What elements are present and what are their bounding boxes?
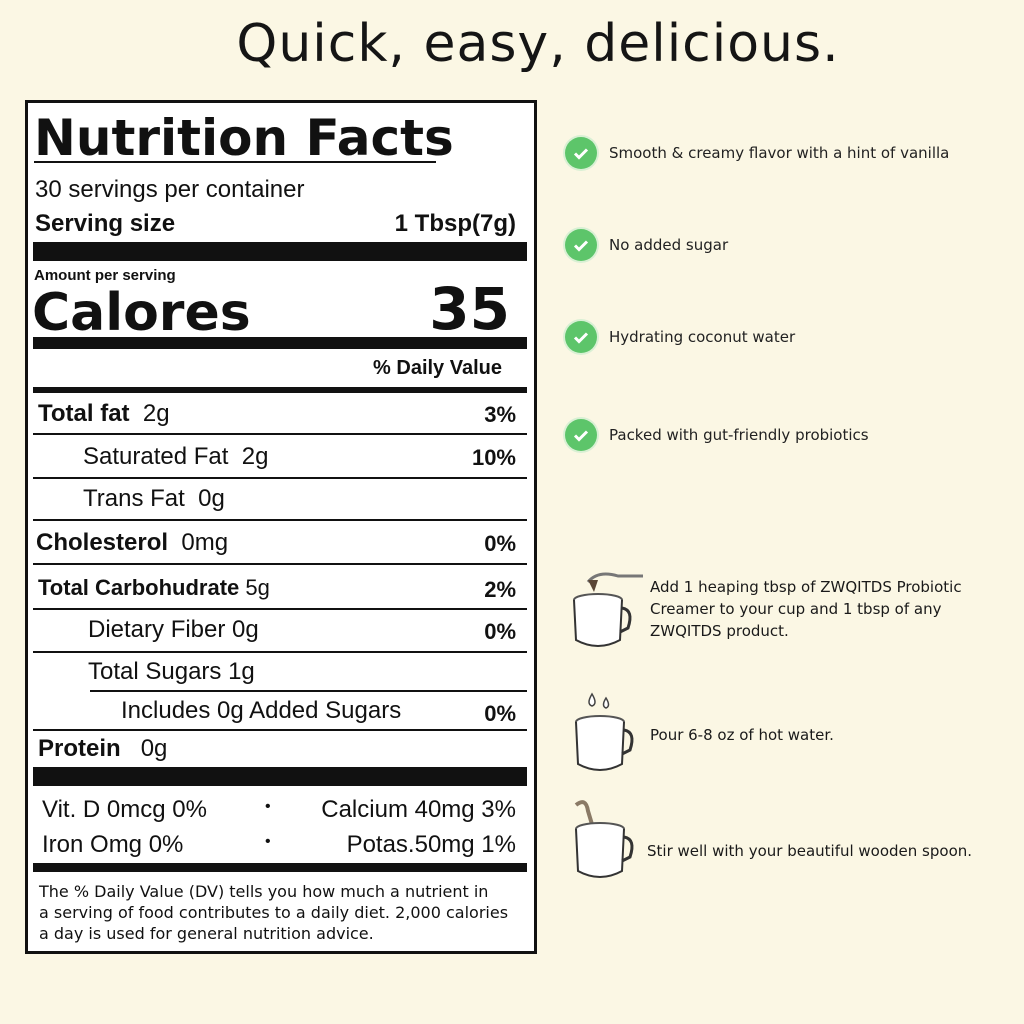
divider-medium — [33, 387, 527, 393]
feature-item: Packed with gut-friendly probiotics — [565, 419, 869, 451]
daily-value-header: % Daily Value — [373, 357, 502, 379]
divider — [33, 433, 527, 435]
step-2: Pour 6-8 oz of hot water. — [650, 724, 1010, 746]
serving-size-label: Serving size — [35, 210, 176, 237]
feature-text: Hydrating coconut water — [609, 328, 796, 346]
row-label: Protein — [38, 735, 121, 762]
step-3: Stir well with your beautiful wooden spo… — [647, 840, 1007, 862]
footnote-line: a serving of food contributes to a daily… — [39, 903, 509, 922]
check-circle-icon — [565, 321, 597, 353]
check-circle-icon — [565, 137, 597, 169]
footnote-line: The % Daily Value (DV) tells you how muc… — [39, 882, 489, 901]
check-circle-icon — [565, 229, 597, 261]
row-label: Trans Fat — [83, 485, 185, 512]
divider — [33, 651, 527, 653]
serving-size-value: 1 Tbsp(7g) — [394, 210, 516, 237]
row-label: Includes 0g Added Sugars — [121, 697, 402, 724]
row-dv: 0% — [484, 619, 516, 644]
row-label: Total Sugars — [88, 658, 222, 685]
iron: Iron Omg 0% — [42, 831, 184, 858]
row-amount: 0mg — [181, 529, 229, 556]
divider — [90, 690, 527, 692]
calcium: Calcium 40mg 3% — [321, 796, 516, 823]
vitamin-d: Vit. D 0mcg 0% — [42, 796, 207, 823]
feature-item: No added sugar — [565, 229, 728, 261]
amount-per-serving: Amount per serving — [34, 267, 176, 284]
check-circle-icon — [565, 419, 597, 451]
step-text: Stir well with your beautiful wooden spo… — [647, 842, 973, 860]
potassium: Potas.50mg 1% — [346, 831, 516, 858]
title-underline — [34, 161, 436, 163]
row-label: Total Carbohudrate — [38, 575, 240, 600]
footnote-line: a day is used for general nutrition advi… — [39, 924, 374, 943]
step-1: Add 1 heaping tbsp of ZWQITDS Probiotic … — [650, 576, 1010, 642]
row-amount: 0g — [198, 485, 225, 512]
row-amount: 5g — [245, 575, 270, 600]
headline: Quick, easy, delicious. — [236, 14, 840, 74]
step-text: ZWQITDS product. — [650, 622, 789, 640]
row-amount: 1g — [228, 658, 255, 685]
row-amount: 2g — [142, 400, 170, 427]
divider-thick — [33, 242, 527, 261]
row-label: Cholesterol — [36, 529, 169, 556]
row-dv: 3% — [484, 402, 516, 427]
divider — [33, 729, 527, 731]
step-text: Add 1 heaping tbsp of ZWQITDS Probiotic — [650, 578, 962, 596]
calories-label: Calores — [32, 283, 251, 343]
divider — [33, 477, 527, 479]
row-amount: 0g — [232, 616, 259, 643]
row-label: Total fat — [38, 400, 130, 427]
feature-text: Smooth & creamy flavor with a hint of va… — [609, 144, 950, 162]
step-text: Pour 6-8 oz of hot water. — [650, 726, 834, 744]
cup-with-wooden-spoon-icon — [574, 800, 634, 878]
footnote: The % Daily Value (DV) tells you how muc… — [39, 881, 508, 944]
divider-thick — [33, 337, 527, 349]
cup-with-spoon-icon — [573, 572, 643, 647]
row-dv: 0% — [484, 531, 516, 556]
cup-with-water-drops-icon — [575, 692, 634, 771]
row-label: Saturated Fat — [83, 443, 229, 470]
row-amount: 2g — [241, 443, 269, 470]
divider-thick — [33, 863, 527, 872]
nutrition-facts-label: Nutrition Facts 30 servings per containe… — [25, 100, 537, 954]
divider — [33, 563, 527, 565]
calories-value: 35 — [429, 275, 510, 343]
row-label: Dietary Fiber — [88, 616, 226, 643]
divider-thick — [33, 767, 527, 786]
divider — [33, 608, 527, 610]
step-text: Creamer to your cup and 1 tbsp of any — [650, 600, 942, 618]
separator-dot: • — [265, 798, 271, 815]
row-dv: 0% — [484, 701, 516, 726]
feature-text: Packed with gut-friendly probiotics — [609, 426, 869, 444]
row-dv: 2% — [484, 577, 516, 602]
separator-dot: • — [265, 833, 271, 850]
feature-item: Hydrating coconut water — [565, 321, 795, 353]
divider — [33, 519, 527, 521]
nutrition-title: Nutrition Facts — [34, 109, 454, 167]
feature-text: No added sugar — [609, 236, 729, 254]
row-dv: 10% — [471, 445, 516, 470]
servings-per-container: 30 servings per container — [35, 176, 305, 203]
feature-item: Smooth & creamy flavor with a hint of va… — [565, 137, 949, 169]
row-amount: 0g — [140, 735, 168, 762]
